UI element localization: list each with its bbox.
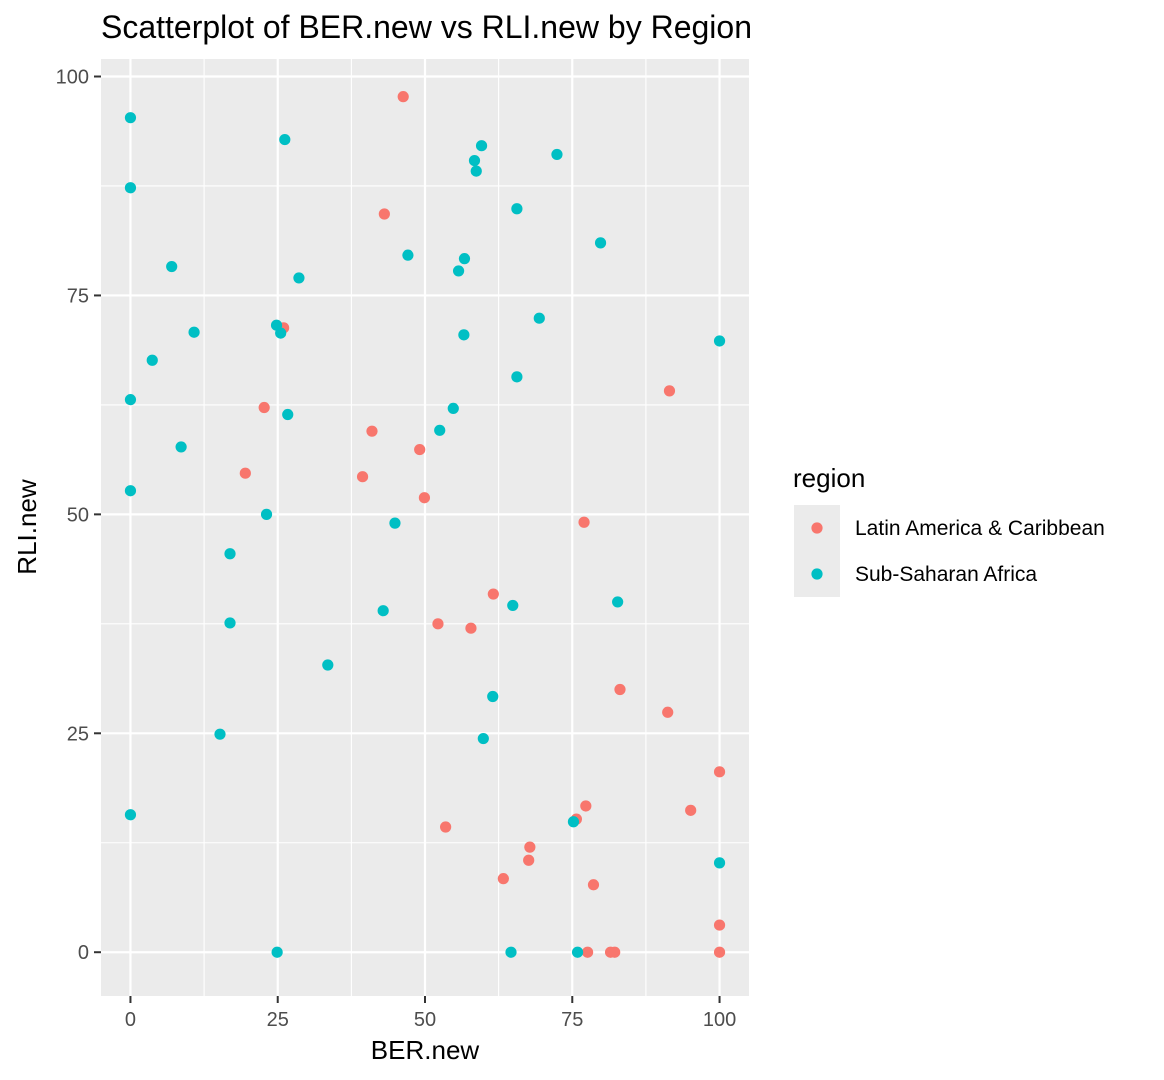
data-point — [571, 946, 584, 958]
data-point — [497, 873, 509, 885]
data-point — [551, 148, 563, 161]
data-point — [366, 425, 378, 437]
data-point — [609, 946, 621, 958]
data-point — [124, 394, 137, 406]
data-point — [511, 371, 523, 383]
data-point — [166, 260, 178, 273]
data-point — [713, 335, 726, 347]
data-point — [175, 441, 187, 453]
data-point — [440, 821, 452, 833]
data-point — [239, 467, 251, 479]
data-point — [713, 946, 726, 958]
data-point — [432, 618, 444, 630]
data-point — [511, 203, 523, 215]
data-point — [389, 517, 401, 529]
data-point — [713, 919, 726, 931]
data-point — [713, 766, 726, 778]
major-gridlines — [101, 59, 749, 996]
data-point — [124, 485, 137, 497]
data-point — [458, 329, 470, 341]
x-axis-title: BER.new — [371, 1035, 480, 1065]
data-point — [470, 165, 482, 177]
legend-label: Latin America & Caribbean — [855, 517, 1105, 540]
x-axis-ticks: 0 25 50 75 100 — [125, 996, 736, 1031]
data-point — [293, 272, 305, 284]
data-point — [397, 91, 409, 103]
data-point — [378, 208, 390, 220]
data-point — [146, 354, 158, 366]
x-tick-label: 0 — [125, 1009, 136, 1031]
x-tick-label: 100 — [703, 1009, 736, 1031]
data-point — [487, 690, 499, 703]
data-point — [594, 237, 607, 249]
y-tick-label: 50 — [67, 504, 89, 526]
data-points — [124, 91, 726, 958]
data-point — [188, 326, 200, 338]
legend: region Latin America & Caribbean Sub-Saha… — [793, 463, 1105, 597]
data-point — [523, 854, 535, 866]
legend-title: region — [793, 463, 865, 493]
data-point — [224, 548, 236, 560]
data-point — [356, 471, 369, 483]
data-point — [260, 508, 273, 520]
data-point — [475, 140, 488, 152]
data-point — [468, 154, 481, 167]
y-tick-label: 100 — [56, 67, 89, 89]
legend-symbol — [811, 522, 823, 534]
chart-title: Scatterplot of BER.new vs RLI.new by Reg… — [101, 9, 752, 45]
data-point — [271, 946, 283, 958]
data-point — [402, 249, 414, 261]
data-point — [567, 816, 580, 828]
data-point — [447, 402, 459, 415]
data-point — [224, 617, 236, 629]
data-point — [258, 401, 270, 414]
data-point — [214, 728, 226, 740]
y-tick-label: 75 — [67, 285, 89, 307]
data-point — [275, 327, 287, 339]
data-point — [452, 265, 465, 277]
y-axis-ticks: 0 25 50 75 100 — [56, 67, 101, 964]
data-point — [578, 516, 590, 528]
data-point — [524, 841, 536, 853]
data-point — [685, 804, 697, 816]
data-point — [279, 133, 291, 146]
x-tick-label: 25 — [267, 1009, 289, 1031]
data-point — [662, 706, 674, 718]
data-point — [124, 182, 137, 194]
data-point — [663, 385, 676, 397]
legend-items: Latin America & Caribbean Sub-Saharan Afr… — [794, 505, 1105, 597]
data-point — [487, 588, 499, 600]
data-point — [612, 596, 624, 608]
y-axis-title: RLI.new — [12, 479, 42, 575]
x-tick-label: 75 — [561, 1009, 583, 1031]
data-point — [614, 683, 626, 696]
data-point — [418, 492, 431, 504]
legend-symbol — [811, 568, 823, 580]
data-point — [507, 599, 519, 612]
data-point — [580, 800, 592, 812]
data-point — [581, 946, 594, 958]
y-tick-label: 0 — [78, 942, 89, 964]
data-point — [505, 946, 517, 958]
data-point — [282, 408, 294, 421]
data-point — [533, 312, 545, 324]
data-point — [124, 112, 137, 124]
data-point — [458, 253, 471, 265]
y-tick-label: 25 — [67, 723, 89, 745]
data-point — [587, 879, 600, 891]
data-point — [434, 424, 446, 436]
data-point — [477, 732, 489, 745]
data-point — [713, 857, 726, 869]
x-tick-label: 50 — [414, 1009, 436, 1031]
data-point — [377, 605, 389, 617]
data-point — [124, 809, 137, 821]
legend-label: Sub-Saharan Africa — [855, 563, 1037, 586]
data-point — [414, 443, 426, 456]
data-point — [465, 622, 477, 634]
data-point — [322, 659, 334, 671]
